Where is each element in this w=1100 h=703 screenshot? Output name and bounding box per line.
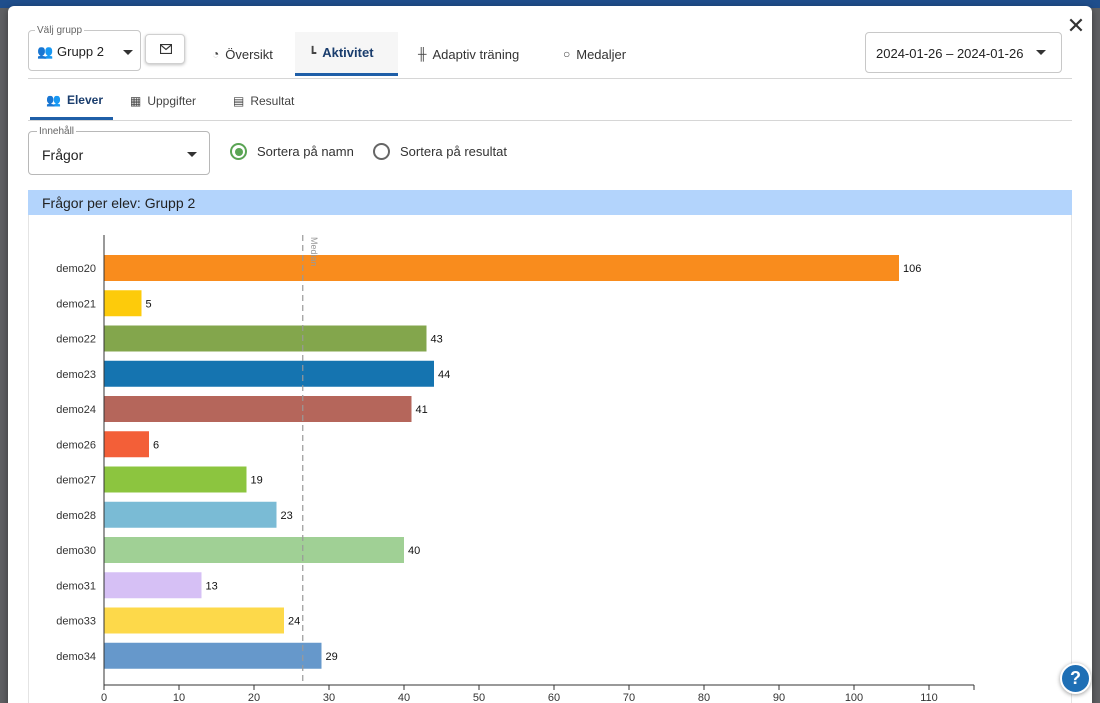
tab-oversikt[interactable]: ◔ Översikt bbox=[198, 32, 287, 76]
data-label: 24 bbox=[288, 616, 300, 628]
content-select[interactable]: Innehåll Frågor bbox=[28, 126, 210, 175]
chart-panel: demo20 106 demo21 5 demo22 43 demo23 44 demo24 41… bbox=[28, 215, 1072, 703]
group-select[interactable]: Välj grupp 👥 Grupp 2 bbox=[28, 25, 141, 71]
x-tick-label: 40 bbox=[398, 692, 410, 703]
category-label: demo30 bbox=[56, 545, 96, 557]
data-label: 5 bbox=[146, 298, 152, 310]
tab-label: Aktivitet bbox=[322, 45, 374, 60]
gauge-icon: ◔ bbox=[212, 47, 220, 61]
bar-demo20 bbox=[104, 255, 899, 281]
date-range-value: 2024-01-26 – 2024-01-26 bbox=[876, 46, 1024, 61]
list-icon: ▤ bbox=[233, 94, 245, 108]
data-label: 13 bbox=[206, 580, 218, 592]
email-button[interactable] bbox=[145, 34, 185, 64]
x-tick-label: 10 bbox=[173, 692, 185, 703]
tab-adaptiv-traning[interactable]: ╫ Adaptiv träning bbox=[404, 32, 533, 76]
category-label: demo28 bbox=[56, 510, 96, 522]
subtab-uppgifter[interactable]: ▦ Uppgifter bbox=[114, 82, 212, 120]
x-tick-label: 90 bbox=[773, 692, 785, 703]
bar-demo21 bbox=[104, 290, 142, 317]
bar-demo33 bbox=[104, 607, 284, 634]
tab-medaljer[interactable]: ○ Medaljer bbox=[549, 32, 640, 76]
mail-icon bbox=[160, 44, 172, 54]
x-tick-label: 60 bbox=[548, 692, 560, 703]
grid-icon: ▦ bbox=[130, 94, 142, 108]
category-label: demo26 bbox=[56, 439, 96, 451]
radio-label: Sortera på namn bbox=[257, 144, 354, 159]
category-label: demo33 bbox=[56, 616, 96, 628]
tab-label: Medaljer bbox=[576, 46, 627, 62]
median-label: Median bbox=[309, 237, 319, 267]
x-tick-label: 0 bbox=[101, 692, 107, 703]
date-range-select[interactable]: 2024-01-26 – 2024-01-26 bbox=[865, 32, 1062, 73]
bar-demo31 bbox=[104, 572, 202, 599]
tab-label: Översikt bbox=[225, 46, 273, 62]
close-icon[interactable]: ✕ bbox=[1066, 14, 1086, 39]
data-label: 23 bbox=[281, 510, 293, 522]
radio-label: Sortera på resultat bbox=[400, 144, 507, 159]
group-select-label: Välj grupp bbox=[35, 25, 85, 36]
medal-icon: ○ bbox=[563, 47, 571, 61]
category-label: demo34 bbox=[56, 651, 96, 663]
chart-icon: ┗ bbox=[309, 45, 317, 60]
bar-demo28 bbox=[104, 501, 277, 528]
data-label: 41 bbox=[416, 404, 428, 416]
x-tick-label: 110 bbox=[920, 692, 938, 703]
subtab-resultat[interactable]: ▤ Resultat bbox=[217, 82, 310, 120]
sort-by-result-radio[interactable]: Sortera på resultat bbox=[373, 143, 507, 160]
x-tick-label: 100 bbox=[845, 692, 863, 703]
tabs-divider bbox=[28, 78, 1072, 79]
radio-unchecked-icon bbox=[373, 143, 390, 160]
background-page-strip bbox=[0, 0, 1100, 8]
group-icon: 👥 bbox=[37, 44, 54, 59]
group-select-value: Grupp 2 bbox=[57, 44, 104, 59]
content-select-value: Frågor bbox=[42, 147, 84, 163]
chevron-down-icon bbox=[123, 50, 133, 55]
tab-label: Adaptiv träning bbox=[432, 46, 520, 62]
subtab-label: Elever bbox=[66, 92, 103, 107]
category-label: demo21 bbox=[56, 298, 96, 310]
caret-down-icon bbox=[1036, 50, 1046, 55]
x-tick-label: 30 bbox=[323, 692, 335, 703]
x-tick-label: 70 bbox=[623, 692, 635, 703]
x-tick-label: 50 bbox=[473, 692, 485, 703]
bar-demo26 bbox=[104, 431, 149, 458]
data-label: 106 bbox=[903, 263, 921, 275]
subtab-elever[interactable]: 👥 Elever bbox=[30, 82, 113, 120]
chevron-down-icon bbox=[187, 152, 197, 157]
category-label: demo27 bbox=[56, 475, 96, 487]
content-select-label: Innehåll bbox=[37, 126, 77, 137]
category-label: demo24 bbox=[56, 404, 96, 416]
subtab-label: Resultat bbox=[250, 94, 295, 108]
category-label: demo20 bbox=[56, 263, 96, 275]
data-label: 19 bbox=[251, 475, 263, 487]
bar-demo22 bbox=[104, 325, 427, 352]
bar-demo24 bbox=[104, 396, 412, 422]
data-label: 40 bbox=[408, 545, 420, 557]
category-label: demo22 bbox=[56, 334, 96, 346]
data-label: 6 bbox=[153, 439, 159, 451]
bar-demo23 bbox=[104, 360, 434, 387]
bar-demo27 bbox=[104, 466, 247, 493]
x-tick-label: 80 bbox=[698, 692, 710, 703]
subtabs-divider bbox=[28, 120, 1072, 121]
data-label: 43 bbox=[431, 334, 443, 346]
tab-aktivitet[interactable]: ┗ Aktivitet bbox=[295, 32, 398, 76]
data-label: 44 bbox=[438, 369, 450, 381]
bar-demo34 bbox=[104, 642, 322, 669]
help-button[interactable]: ? bbox=[1060, 663, 1091, 694]
subtab-label: Uppgifter bbox=[147, 94, 197, 108]
students-icon: 👥 bbox=[46, 92, 61, 107]
category-label: demo23 bbox=[56, 369, 96, 381]
category-label: demo31 bbox=[56, 580, 96, 592]
sort-by-name-radio[interactable]: Sortera på namn bbox=[230, 143, 354, 160]
data-label: 29 bbox=[326, 651, 338, 663]
activity-modal: ✕ Välj grupp 👥 Grupp 2 ◔ Översikt ┗ Akti… bbox=[8, 6, 1092, 703]
x-tick-label: 20 bbox=[248, 692, 260, 703]
bar-demo30 bbox=[104, 537, 404, 563]
radio-checked-icon bbox=[230, 143, 247, 160]
chart-title: Frågor per elev: Grupp 2 bbox=[28, 190, 1072, 215]
dumbbell-icon: ╫ bbox=[418, 47, 427, 61]
